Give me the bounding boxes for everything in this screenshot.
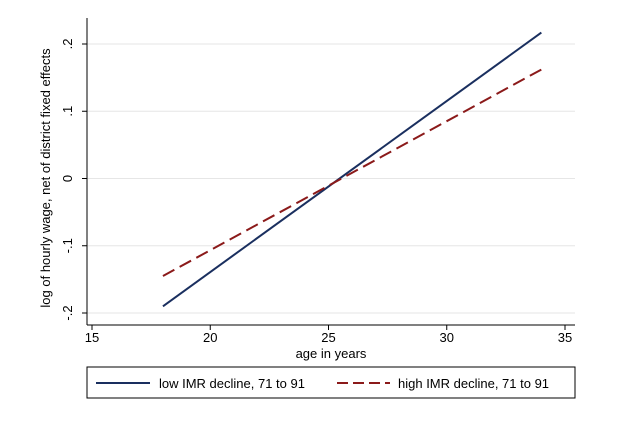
x-tick-label: 15 — [85, 330, 99, 345]
y-axis-title: log of hourly wage, net of district fixe… — [38, 48, 53, 308]
y-tick-label: 0 — [60, 175, 75, 182]
y-tick-label: .1 — [60, 106, 75, 117]
legend-box — [86, 366, 576, 399]
x-ticks: 15 20 25 30 35 — [85, 325, 572, 345]
y-tick-label: -.1 — [60, 238, 75, 253]
gridlines — [87, 43, 575, 314]
series-line-low-imr — [162, 31, 542, 308]
x-tick-label: 30 — [440, 330, 454, 345]
legend-label-low-imr: low IMR decline, 71 to 91 — [159, 376, 305, 391]
x-tick-label: 20 — [203, 330, 217, 345]
legend: low IMR decline, 71 to 91 high IMR decli… — [86, 366, 576, 399]
series-line-high-imr — [162, 68, 542, 277]
x-tick-label: 35 — [558, 330, 572, 345]
legend-label-high-imr: high IMR decline, 71 to 91 — [398, 376, 549, 391]
y-ticks: -.2 -.1 0 .1 .2 — [60, 39, 87, 321]
x-axis-title: age in years — [296, 346, 367, 361]
y-tick-label: .2 — [60, 39, 75, 50]
axes — [86, 18, 575, 326]
x-tick-label: 25 — [321, 330, 335, 345]
y-tick-label: -.2 — [60, 305, 75, 320]
series-lines — [162, 31, 542, 308]
